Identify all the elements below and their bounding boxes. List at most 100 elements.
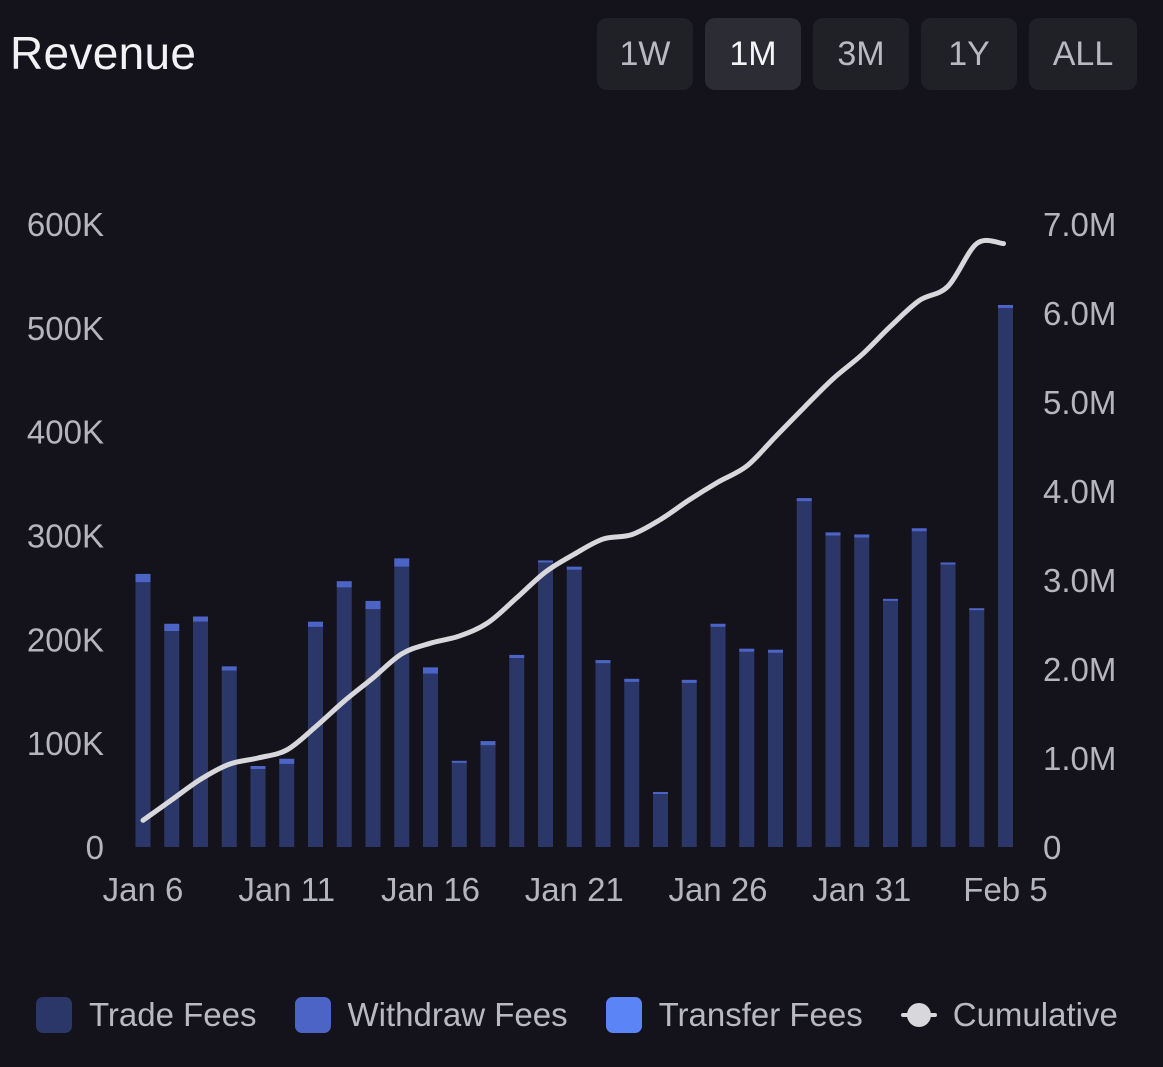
legend-item-withdraw-fees[interactable]: Withdraw Fees — [294, 996, 568, 1034]
cumulative-line-icon — [900, 997, 937, 1033]
bar-withdraw-fees — [480, 741, 496, 746]
x-tick-label: Jan 16 — [381, 871, 480, 908]
y-right-tick-label: 0 — [1043, 829, 1061, 866]
trade-fees-swatch — [36, 997, 72, 1033]
x-tick-label: Jan 31 — [812, 871, 911, 908]
bar-trade-fees — [940, 564, 956, 847]
bar-trade-fees — [825, 535, 841, 847]
bar-withdraw-fees — [969, 608, 985, 611]
y-right-tick-label: 2.0M — [1043, 651, 1116, 688]
range-all-button[interactable]: ALL — [1029, 18, 1137, 90]
bar-trade-fees — [796, 501, 812, 847]
bar-withdraw-fees — [279, 758, 295, 764]
bar-trade-fees — [250, 769, 266, 847]
bar-trade-fees — [710, 626, 726, 847]
bar-withdraw-fees — [221, 666, 237, 671]
y-right-tick-label: 1.0M — [1043, 740, 1116, 777]
bar-withdraw-fees — [250, 766, 266, 770]
chart-title: Revenue — [10, 27, 197, 79]
legend: Trade Fees Withdraw Fees Transfer Fees C… — [36, 996, 1156, 1034]
range-1m-button[interactable]: 1M — [705, 18, 801, 90]
bar-withdraw-fees — [193, 616, 208, 622]
bar-trade-fees — [624, 681, 640, 847]
y-left-tick-label: 600K — [27, 206, 104, 243]
x-tick-label: Jan 26 — [668, 871, 767, 908]
bar-trade-fees — [279, 763, 295, 847]
bar-trade-fees — [854, 537, 870, 847]
bar-trade-fees — [394, 566, 410, 847]
bar-withdraw-fees — [940, 562, 956, 565]
bar-withdraw-fees — [681, 679, 697, 683]
y-right-tick-label: 7.0M — [1043, 206, 1116, 243]
y-left-tick-label: 300K — [27, 518, 104, 555]
bar-trade-fees — [998, 308, 1013, 848]
bar-withdraw-fees — [624, 678, 640, 682]
x-tick-label: Jan 21 — [525, 871, 624, 908]
bar-trade-fees — [768, 652, 783, 847]
x-tick-label: Jan 11 — [238, 871, 335, 908]
range-1w-button[interactable]: 1W — [597, 18, 693, 90]
bar-trade-fees — [566, 569, 582, 847]
bar-trade-fees — [451, 762, 467, 847]
bar-trade-fees — [969, 610, 985, 847]
y-left-tick-label: 0 — [86, 829, 104, 866]
bar-withdraw-fees — [854, 534, 870, 538]
bar-withdraw-fees — [538, 560, 553, 563]
y-right-tick-label: 4.0M — [1043, 473, 1116, 510]
bar-withdraw-fees — [710, 623, 726, 627]
bar-trade-fees — [653, 794, 668, 847]
bar-withdraw-fees — [768, 649, 783, 653]
bar-trade-fees — [681, 682, 697, 847]
bar-trade-fees — [538, 562, 553, 847]
y-right-tick-label: 3.0M — [1043, 562, 1116, 599]
bar-trade-fees — [221, 670, 237, 847]
legend-item-transfer-fees[interactable]: Transfer Fees — [605, 996, 863, 1034]
bar-withdraw-fees — [883, 598, 898, 601]
bar-withdraw-fees — [365, 600, 381, 610]
bar-withdraw-fees — [825, 532, 841, 536]
y-left-tick-label: 200K — [27, 621, 104, 658]
bar-trade-fees — [883, 600, 898, 847]
range-3m-button[interactable]: 3M — [813, 18, 909, 90]
bar-withdraw-fees — [566, 566, 582, 570]
bar-trade-fees — [739, 651, 755, 847]
legend-item-cumulative[interactable]: Cumulative — [900, 996, 1118, 1034]
y-right-tick-label: 6.0M — [1043, 295, 1116, 332]
bar-trade-fees — [164, 631, 180, 847]
time-range-selector: 1W 1M 3M 1Y ALL — [597, 18, 1137, 90]
bar-withdraw-fees — [998, 304, 1013, 309]
y-right-tick-label: 5.0M — [1043, 384, 1116, 421]
bar-withdraw-fees — [423, 667, 438, 674]
y-left-tick-label: 400K — [27, 414, 104, 451]
bar-withdraw-fees — [394, 558, 410, 567]
legend-label: Withdraw Fees — [347, 996, 568, 1033]
bar-withdraw-fees — [164, 623, 180, 632]
x-tick-label: Feb 5 — [963, 871, 1047, 908]
bar-trade-fees — [509, 658, 525, 847]
withdraw-fees-swatch — [294, 997, 331, 1033]
range-1y-button[interactable]: 1Y — [921, 18, 1017, 90]
bar-withdraw-fees — [739, 648, 755, 652]
bar-withdraw-fees — [135, 573, 151, 583]
bar-withdraw-fees — [451, 760, 467, 763]
bar-trade-fees — [480, 745, 496, 847]
bar-trade-fees — [135, 582, 151, 847]
bar-trade-fees — [423, 673, 438, 847]
y-left-tick-label: 100K — [27, 725, 104, 762]
legend-item-trade-fees[interactable]: Trade Fees — [36, 996, 257, 1034]
x-tick-label: Jan 6 — [103, 871, 184, 908]
legend-label: Trade Fees — [89, 996, 257, 1033]
cumulative-line — [140, 237, 1006, 823]
bar-trade-fees — [308, 626, 323, 847]
bar-withdraw-fees — [911, 528, 927, 532]
bar-trade-fees — [595, 663, 611, 847]
transfer-fees-swatch — [605, 997, 642, 1033]
bar-trade-fees — [365, 609, 381, 847]
bar-withdraw-fees — [653, 791, 668, 795]
bar-trade-fees — [911, 531, 927, 847]
y-left-tick-label: 500K — [27, 310, 104, 347]
legend-label: Transfer Fees — [658, 996, 863, 1033]
bar-trade-fees — [193, 621, 208, 847]
bar-withdraw-fees — [509, 654, 525, 659]
